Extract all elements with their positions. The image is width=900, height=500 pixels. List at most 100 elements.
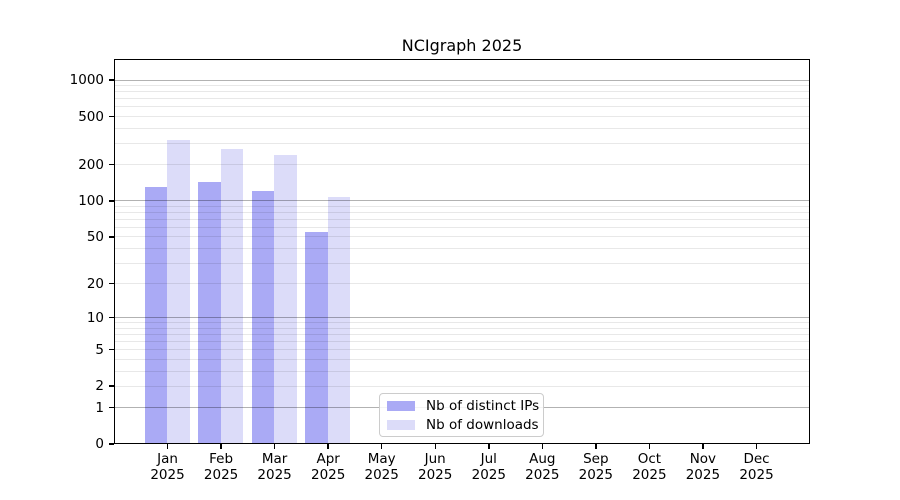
bar-downloads-apr — [327, 196, 351, 444]
y-tick-label: 1000 — [69, 72, 104, 88]
year-label: 2025 — [311, 467, 346, 483]
month-label: Apr — [316, 451, 340, 467]
month-label: Oct — [637, 451, 662, 467]
minor-gridline — [114, 106, 810, 108]
y-tick-mark — [109, 115, 114, 118]
bar-distinct-ips-feb — [198, 181, 221, 444]
y-tick-label: 500 — [78, 108, 104, 125]
legend-label-distinct-ips: Nb of distinct IPs — [426, 397, 540, 414]
y-tick-label: 50 — [86, 228, 104, 245]
x-tick-mark — [327, 444, 329, 449]
legend-swatch-distinct-ips — [387, 400, 415, 411]
x-tick-label-may: May 2025 — [354, 451, 410, 483]
minor-gridline — [114, 127, 810, 129]
x-tick-mark — [595, 444, 597, 449]
major-gridline — [114, 200, 810, 202]
minor-gridline — [114, 358, 810, 360]
y-tick-mark — [109, 316, 114, 319]
legend-item-downloads: Nb of downloads — [387, 418, 543, 432]
x-tick-mark — [541, 444, 544, 449]
month-label: Mar — [261, 451, 288, 467]
minor-gridline — [114, 226, 810, 228]
bar-distinct-ips-apr — [305, 231, 328, 444]
minor-gridline — [114, 91, 810, 93]
month-label: Jul — [480, 451, 497, 467]
year-label: 2025 — [685, 467, 721, 483]
y-tick-label: 0 — [95, 436, 104, 452]
minor-gridline — [114, 283, 810, 285]
year-label: 2025 — [578, 467, 613, 483]
month-label: Jan — [157, 451, 178, 467]
x-tick-mark — [755, 444, 758, 449]
y-tick-label: 10 — [86, 309, 104, 326]
major-gridline — [114, 79, 810, 81]
minor-gridline — [114, 327, 810, 329]
x-tick-mark — [220, 444, 222, 449]
minor-gridline — [114, 164, 810, 166]
month-label: Dec — [743, 451, 770, 467]
bar-downloads-jan — [167, 140, 190, 444]
month-label: Feb — [209, 451, 234, 467]
year-label: 2025 — [418, 467, 453, 483]
minor-gridline — [114, 262, 810, 264]
month-label: May — [367, 451, 396, 467]
bar-downloads-mar — [274, 155, 297, 444]
x-tick-label-jul: Jul 2025 — [461, 451, 517, 483]
chart-title: NCIgraph 2025 — [401, 36, 523, 55]
y-tick-mark — [109, 385, 114, 387]
y-tick-label: 20 — [86, 275, 104, 292]
x-tick-label-aug: Aug 2025 — [514, 451, 570, 483]
bar-distinct-ips-jan — [144, 187, 168, 444]
legend-swatch-downloads — [387, 419, 415, 430]
bar-distinct-ips-mar — [251, 191, 275, 444]
y-tick-mark — [109, 282, 114, 285]
x-tick-mark — [434, 444, 436, 449]
x-tick-label-mar: Mar 2025 — [247, 451, 303, 483]
y-tick-label: 5 — [95, 341, 104, 358]
year-label: 2025 — [364, 467, 399, 483]
y-tick-mark — [109, 163, 114, 166]
year-label: 2025 — [525, 467, 560, 483]
minor-gridline — [114, 349, 810, 351]
minor-gridline — [114, 98, 810, 100]
y-tick-mark — [109, 443, 114, 445]
y-tick-mark — [109, 406, 114, 409]
month-label: Jun — [424, 451, 446, 467]
y-tick-label: 100 — [78, 192, 104, 209]
x-tick-label-apr: Apr 2025 — [300, 451, 356, 483]
x-tick-label-dec: Dec 2025 — [729, 451, 785, 483]
minor-gridline — [114, 236, 810, 238]
minor-gridline — [114, 212, 810, 213]
year-label: 2025 — [632, 467, 667, 483]
legend: Nb of distinct IPs Nb of downloads — [379, 393, 544, 437]
month-label: Nov — [689, 451, 717, 467]
minor-gridline — [114, 116, 810, 117]
minor-gridline — [114, 370, 810, 372]
month-label: Aug — [529, 451, 556, 467]
x-tick-label-jan: Jan 2025 — [140, 451, 196, 483]
y-tick-label: 200 — [78, 156, 104, 173]
minor-gridline — [114, 247, 810, 249]
year-label: 2025 — [203, 467, 239, 483]
minor-gridline — [114, 142, 810, 144]
legend-item-distinct-ips: Nb of distinct IPs — [387, 399, 543, 413]
major-gridline — [114, 317, 810, 319]
x-tick-mark — [648, 444, 651, 449]
y-tick-mark — [109, 348, 114, 351]
y-tick-mark — [109, 200, 114, 202]
y-tick-mark — [109, 79, 114, 81]
bar-downloads-feb — [220, 148, 244, 444]
year-label: 2025 — [150, 467, 185, 483]
y-tick-mark — [109, 236, 114, 238]
minor-gridline — [114, 385, 810, 387]
minor-gridline — [114, 341, 810, 342]
x-tick-label-feb: Feb 2025 — [193, 451, 249, 483]
x-tick-mark — [380, 444, 383, 449]
x-tick-mark — [702, 444, 704, 449]
minor-gridline — [114, 205, 810, 207]
x-tick-mark — [166, 444, 169, 449]
year-label: 2025 — [471, 467, 506, 483]
minor-gridline — [114, 218, 810, 220]
x-tick-label-nov: Nov 2025 — [675, 451, 731, 483]
y-tick-label: 1 — [95, 399, 104, 416]
